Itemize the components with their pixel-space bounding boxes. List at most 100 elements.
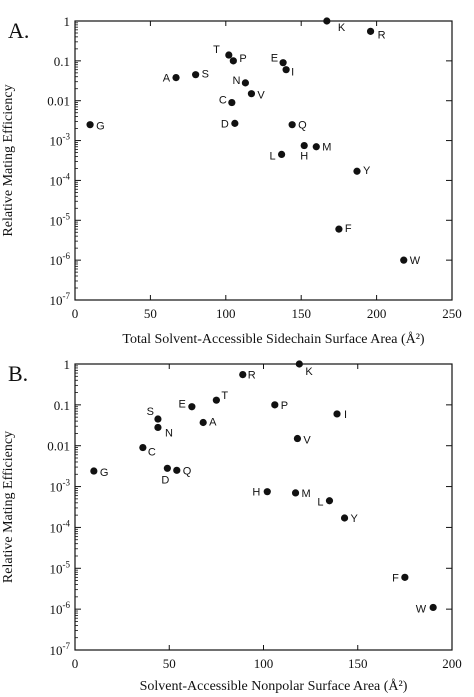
data-point-label: K (338, 22, 346, 34)
data-point-label: R (378, 29, 386, 41)
data-point-label: F (392, 572, 399, 584)
data-point-d (163, 464, 171, 472)
data-point-label: M (322, 142, 331, 154)
x-tick-label: 0 (72, 656, 79, 671)
data-point-y (353, 167, 361, 175)
y-tick-label: 0.01 (47, 94, 70, 109)
data-point-s (154, 415, 162, 423)
data-point-g (90, 467, 98, 475)
data-point-label: S (202, 69, 209, 81)
data-point-d (231, 119, 239, 127)
x-tick-label: 200 (442, 656, 462, 671)
data-point-r (366, 27, 375, 35)
y-tick-label: 10-5 (50, 559, 71, 576)
y-tick-label: 10-5 (50, 211, 71, 228)
data-point-label: T (221, 390, 228, 402)
data-point-w (400, 256, 408, 264)
data-point-label: C (219, 95, 227, 107)
data-point-t (212, 396, 220, 404)
data-point-s (192, 71, 200, 79)
data-point-e (188, 403, 196, 411)
x-tick-label: 150 (291, 306, 311, 321)
y-axis-title: Relative Mating Efficiency (1, 431, 16, 583)
x-tick-label: 0 (72, 306, 79, 321)
data-point-p (229, 57, 237, 65)
data-point-label: C (148, 447, 156, 459)
data-point-label: L (269, 150, 275, 162)
y-tick-label: 10-4 (50, 518, 71, 535)
x-tick-label: 50 (144, 306, 157, 321)
data-point-label: K (305, 366, 313, 378)
data-point-v (293, 434, 302, 443)
data-point-c (228, 98, 236, 107)
data-point-label: G (96, 121, 105, 133)
data-point-label: W (416, 603, 427, 615)
data-point-c (139, 443, 147, 452)
data-point-l (325, 497, 334, 505)
x-tick-label: 50 (163, 656, 176, 671)
data-point-label: P (239, 53, 246, 65)
data-point-w (429, 603, 437, 612)
data-point-n (241, 79, 250, 87)
panel-letter: A. (8, 18, 29, 43)
data-point-q (288, 121, 296, 129)
x-axis-title: Total Solvent-Accessible Sidechain Surfa… (122, 331, 425, 347)
data-point-label: Y (351, 513, 359, 525)
data-point-label: N (232, 75, 240, 87)
data-point-label: F (345, 223, 352, 235)
data-point-i (282, 66, 290, 74)
y-tick-label: 10-6 (50, 600, 71, 617)
data-point-label: Y (363, 165, 371, 177)
y-tick-label: 10-6 (50, 251, 71, 268)
x-tick-label: 200 (367, 306, 387, 321)
data-point-label: I (344, 409, 347, 421)
y-tick-label: 0.1 (54, 54, 70, 69)
data-point-h (263, 488, 271, 496)
y-tick-label: 0.1 (54, 398, 70, 413)
data-point-label: G (100, 467, 109, 479)
panel-letter: B. (8, 361, 28, 386)
data-point-a (199, 418, 207, 427)
data-point-n (154, 423, 162, 432)
data-point-l (277, 150, 286, 158)
data-point-label: E (179, 399, 186, 411)
data-point-k (295, 360, 303, 368)
data-point-label: P (281, 400, 288, 412)
data-point-h (300, 141, 308, 150)
data-point-label: D (161, 474, 169, 486)
x-tick-label: 250 (442, 306, 462, 321)
data-point-i (333, 410, 341, 418)
data-point-v (247, 90, 256, 98)
data-point-label: D (221, 118, 229, 130)
y-tick-label: 10-7 (50, 641, 71, 658)
data-point-q (173, 466, 181, 474)
y-tick-label: 1 (64, 14, 71, 29)
plot-frame (74, 20, 453, 301)
y-tick-label: 1 (64, 357, 71, 372)
data-point-label: T (213, 44, 220, 56)
data-point-label: N (165, 427, 173, 439)
data-point-label: H (300, 151, 308, 163)
data-point-g (86, 121, 94, 129)
data-point-label: A (163, 73, 171, 85)
data-point-label: Q (183, 465, 192, 477)
y-tick-label: 10-3 (50, 478, 71, 495)
data-point-label: E (271, 53, 278, 65)
data-point-label: V (257, 90, 265, 102)
data-point-f (401, 573, 409, 581)
x-tick-label: 100 (254, 656, 274, 671)
data-point-m (312, 143, 320, 151)
data-point-label: I (291, 67, 294, 79)
data-point-f (335, 225, 343, 233)
panel-b: B. 0 50 100 150 200 1 0.1 0.01 10-3 10-4 10-5 10-6 10… (1, 357, 462, 694)
data-point-k (323, 17, 331, 25)
y-tick-label: 0.01 (47, 439, 70, 454)
data-point-r (239, 371, 247, 379)
x-tick-label: 150 (348, 656, 368, 671)
y-tick-label: 10-4 (50, 171, 71, 188)
data-point-e (279, 59, 287, 67)
y-tick-label: 10-7 (50, 291, 71, 308)
data-point-label: A (209, 416, 217, 428)
